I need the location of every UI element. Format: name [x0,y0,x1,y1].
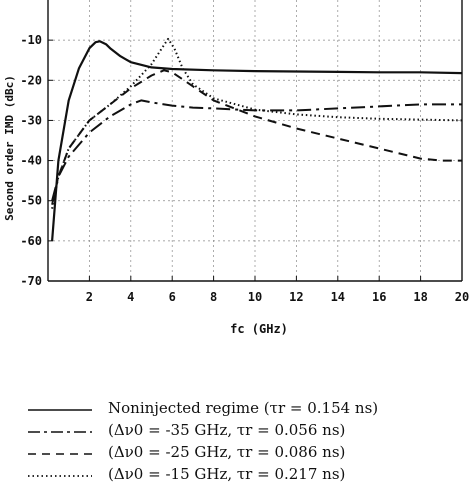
legend-item: (Δν0 = -15 GHz, τr = 0.217 ns) [28,464,468,486]
legend-label: (Δν0 = -15 GHz, τr = 0.217 ns) [108,465,346,483]
legend-swatch-dotted [28,475,92,477]
y-tick-label: -10 [20,33,42,47]
x-tick-label: 16 [372,290,386,304]
x-tick-label: 8 [210,290,217,304]
series-line-dashed [51,69,462,205]
axes-layer: 2 4 6 8 10 12 14 16 18 20 -10 -20 -30 -40 -50 -60 -70 [20,0,469,304]
y-tick-label: -50 [20,194,42,208]
y-tick-label: -30 [20,113,42,127]
x-tick-label: 20 [455,290,469,304]
legend-label: Noninjected regime (τr = 0.154 ns) [108,399,379,417]
legend: Noninjected regime (τr = 0.154 ns) (Δν0 … [28,398,468,486]
x-tick-label: 18 [413,290,427,304]
figure: 2 4 6 8 10 12 14 16 18 20 -10 -20 -30 -40 -50 -60 -70 fc… [3,0,469,483]
legend-swatch-solid [28,409,92,411]
series-line-dotted [51,37,463,209]
legend-item: Noninjected regime (τr = 0.154 ns) [28,398,468,420]
legend-label: (Δν0 = -35 GHz, τr = 0.056 ns) [108,421,346,439]
y-tick-label: -70 [20,274,42,288]
imd-chart: 2 4 6 8 10 12 14 16 18 20 -10 -20 -30 -40 -50 -60 -70 fc… [3,0,469,336]
series-layer [51,37,463,241]
grid-layer [48,0,462,281]
x-tick-label: 10 [248,290,262,304]
legend-item: (Δν0 = -25 GHz, τr = 0.086 ns) [28,442,468,464]
series-line-dash-dot [51,99,462,201]
x-axis-label: fc (GHz) [230,322,288,336]
series-line-solid [51,40,463,241]
y-tick-label: -40 [20,154,42,168]
legend-label: (Δν0 = -25 GHz, τr = 0.086 ns) [108,443,346,461]
y-tick-label: -60 [20,234,42,248]
x-tick-label: 2 [86,290,93,304]
x-tick-label: 6 [169,290,176,304]
y-axis-label: Second order IMD (dBc) [3,75,16,221]
x-tick-label: 14 [331,290,345,304]
legend-swatch-dashed [28,453,92,455]
legend-swatch-dash-dot [28,431,92,433]
legend-item: (Δν0 = -35 GHz, τr = 0.056 ns) [28,420,468,442]
y-tick-label: -20 [20,73,42,87]
x-tick-label: 4 [127,290,134,304]
x-tick-label: 12 [289,290,303,304]
